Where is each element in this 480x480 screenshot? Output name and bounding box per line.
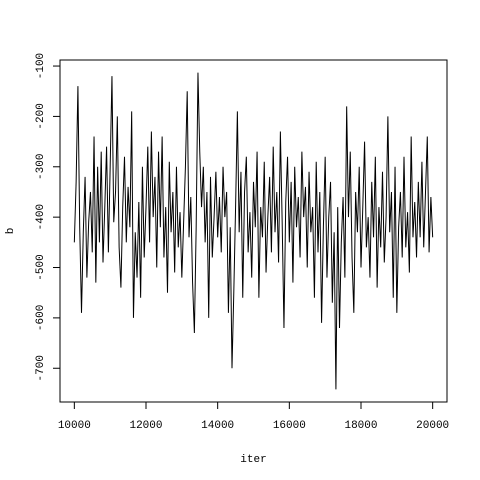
y-tick-label: -100	[35, 53, 47, 79]
y-axis-label: b	[5, 228, 17, 235]
y-tick-label: -400	[35, 204, 47, 230]
x-tick-label: 20000	[416, 420, 449, 432]
y-tick-label: -300	[35, 154, 47, 180]
plot-frame	[59, 59, 448, 403]
x-tick-label: 10000	[58, 420, 91, 432]
y-tick-label: -600	[35, 305, 47, 331]
x-tick-label: 14000	[201, 420, 234, 432]
x-axis-label: iter	[240, 454, 266, 466]
x-tick-label: 12000	[129, 420, 162, 432]
x-tick-label: 18000	[344, 420, 377, 432]
trace-line	[73, 72, 434, 390]
y-tick-label: -200	[35, 103, 47, 129]
y-tick-label: -500	[35, 254, 47, 280]
y-tick-label: -700	[35, 355, 47, 381]
x-tick-label: 16000	[273, 420, 306, 432]
